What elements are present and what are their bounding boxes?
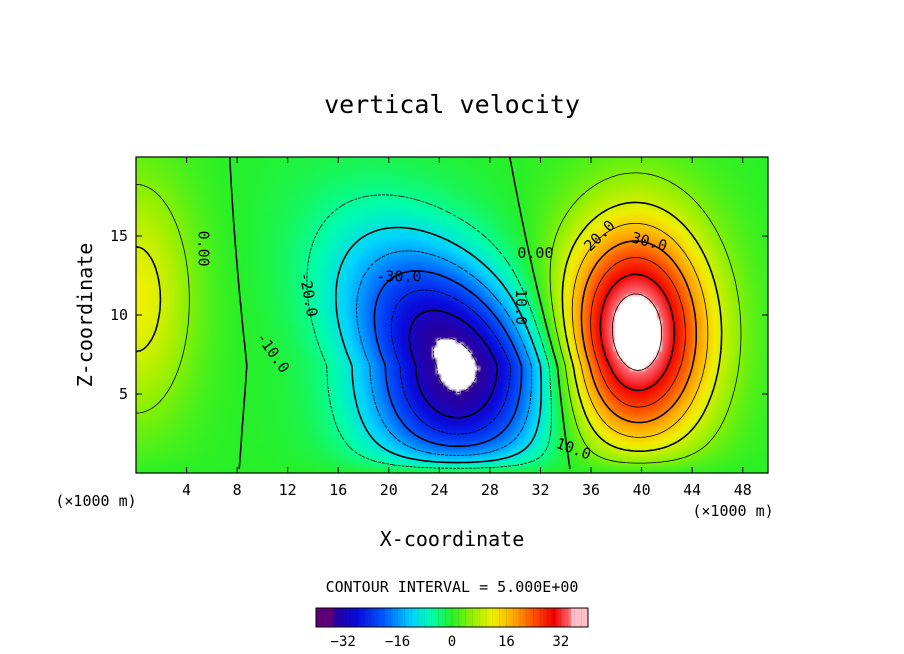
x-tick-label: 12 (279, 481, 297, 499)
contour-line (580, 240, 697, 424)
x-tick-label: 48 (734, 481, 752, 499)
x-tick-label: 24 (430, 481, 448, 499)
chart-title: vertical velocity (324, 90, 580, 119)
contour-line (356, 250, 532, 456)
contour-line (373, 270, 523, 447)
x-axis-ticks: 4 8 12 16 20 24 28 32 36 40 44 48 (182, 157, 752, 499)
x-tick-label: 20 (380, 481, 398, 499)
colorbar-tick-label: 0 (448, 634, 456, 650)
contour-label: 10.0 (512, 289, 530, 325)
colorbar-ticks: −32 −16 0 16 32 (322, 608, 582, 650)
contour-line (612, 293, 662, 371)
y-axis-ticks: 5 10 15 (110, 227, 768, 403)
contour-lines (136, 157, 742, 470)
contour-label: 0.00 (517, 244, 553, 262)
contour-line (136, 172, 742, 464)
colorbar-tick-label: −16 (385, 634, 410, 650)
colorbar: −32 −16 0 16 32 (315, 607, 589, 650)
contour-line (571, 223, 709, 438)
contour-line (408, 309, 498, 419)
x-unit-right: (×1000 m) (692, 502, 773, 520)
y-tick-label: 5 (119, 385, 128, 403)
contour-line (229, 157, 571, 470)
y-axis-label: Z-coordinate (73, 243, 97, 388)
x-tick-label: 40 (633, 481, 651, 499)
x-tick-label: 8 (233, 481, 242, 499)
colorbar-tick-label: −32 (331, 634, 356, 650)
contour-line (433, 337, 479, 393)
y-tick-label: 15 (110, 227, 128, 245)
contour-line (590, 257, 686, 408)
x-tick-label: 4 (182, 481, 191, 499)
colorbar-tick-label: 16 (498, 634, 515, 650)
contour-line (390, 289, 511, 435)
x-tick-label: 28 (481, 481, 499, 499)
x-tick-label: 44 (683, 481, 701, 499)
contour-interval-label: CONTOUR INTERVAL = 5.000E+00 (326, 578, 579, 596)
x-tick-label: 16 (329, 481, 347, 499)
y-tick-label: 10 (110, 306, 128, 324)
contour-line (599, 273, 676, 392)
colorbar-tick-label: 32 (552, 634, 569, 650)
x-axis-label: X-coordinate (380, 527, 525, 551)
x-unit-left: (×1000 m) (55, 492, 136, 510)
contour-line (335, 226, 542, 464)
colorbar-frame (315, 607, 589, 628)
colorbar-gradient (316, 608, 588, 627)
contour-line (306, 194, 552, 469)
contour-label: -30.0 (376, 268, 421, 286)
contour-label: 0.00 (194, 231, 212, 267)
x-tick-label: 32 (531, 481, 549, 499)
contour-line (136, 201, 723, 452)
x-tick-label: 36 (582, 481, 600, 499)
